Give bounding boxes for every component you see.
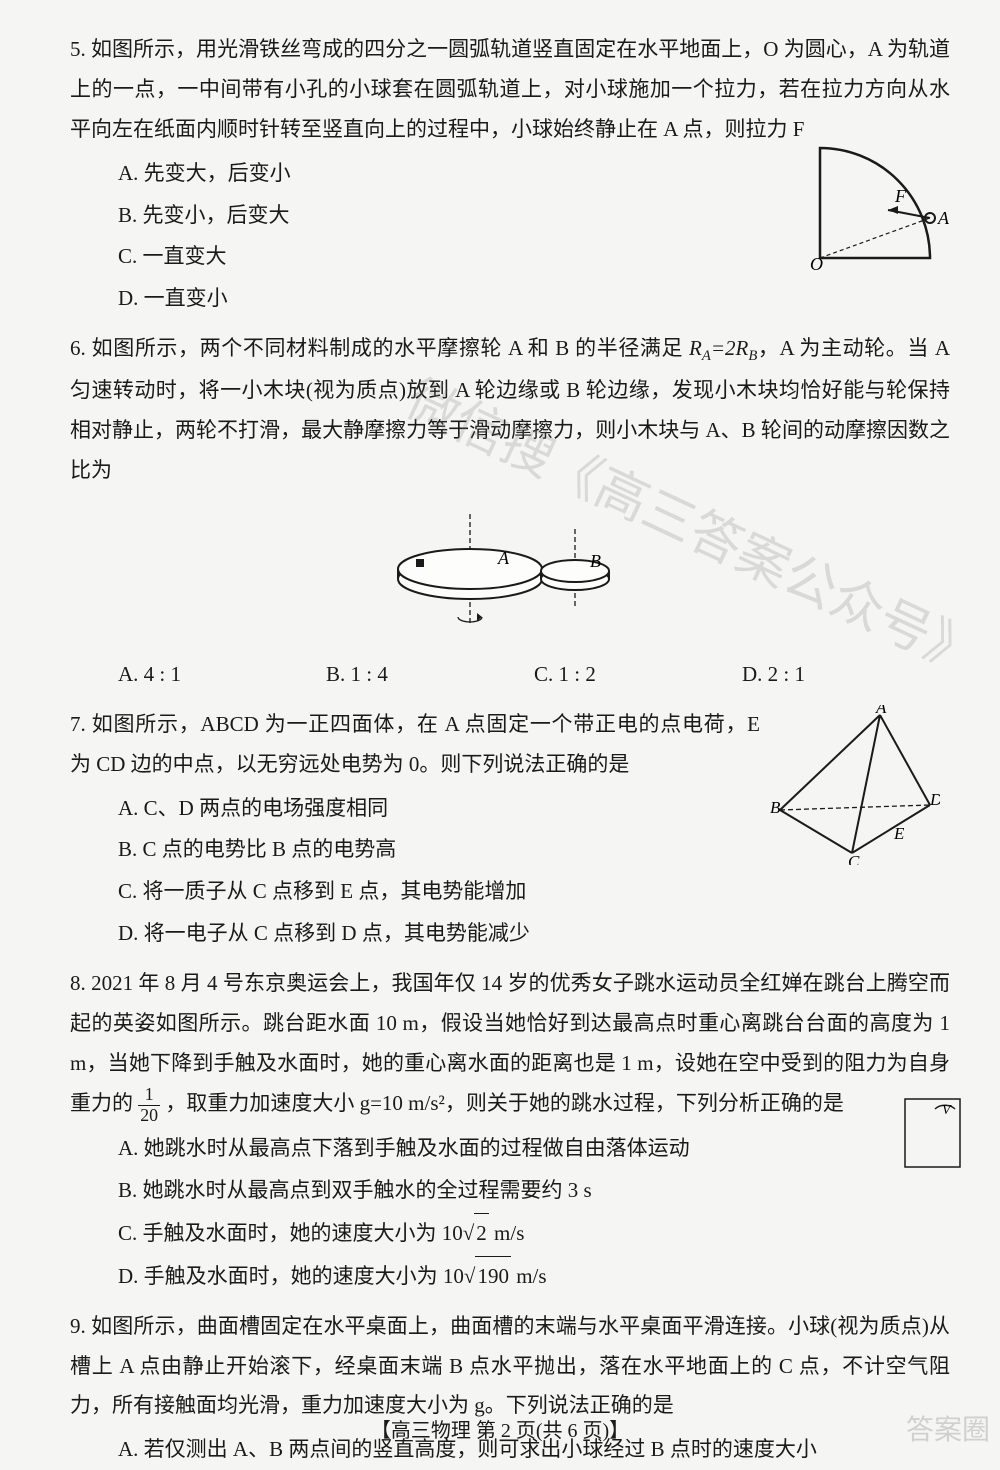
- fig7-E: E: [893, 824, 905, 843]
- q6-stem: 6. 如图所示，两个不同材料制成的水平摩擦轮 A 和 B 的半径满足 RA=2R…: [70, 329, 950, 491]
- q7-text: 如图所示，ABCD 为一正四面体，在 A 点固定一个带正电的点电荷，E 为 CD…: [70, 712, 760, 776]
- fig7-A: A: [875, 705, 887, 717]
- corner-watermark: 答案圈: [906, 1403, 990, 1456]
- fig7-D: D: [929, 790, 940, 809]
- q7-figure: A B C D E: [770, 705, 940, 865]
- q8-C-sqrt: 2: [474, 1213, 489, 1254]
- q8-D-post: m/s: [511, 1264, 547, 1288]
- q7-option-C: C. 将一质子从 C 点移到 E 点，其电势能增加: [118, 872, 760, 912]
- q6-option-C: C. 1 : 2: [534, 655, 742, 695]
- q5-number: 5.: [70, 37, 86, 61]
- fig5-F-label: F: [894, 186, 907, 206]
- fig6-B-label: B: [590, 551, 601, 571]
- q7-number: 7.: [70, 712, 86, 736]
- q5-stem: 5. 如图所示，用光滑铁丝弯成的四分之一圆弧轨道竖直固定在水平地面上，O 为圆心…: [70, 30, 950, 150]
- q8-C-pre: C. 手触及水面时，她的速度大小为 10: [118, 1221, 463, 1245]
- q5-option-D: D. 一直变小: [118, 279, 950, 319]
- q6-number: 6.: [70, 336, 86, 360]
- q7-options: A. C、D 两点的电场强度相同 B. C 点的电势比 B 点的电势高 C. 将…: [70, 789, 760, 955]
- q6-figure: A B: [70, 509, 950, 643]
- q8-D-sqrt: 190: [475, 1256, 511, 1297]
- q8-option-A: A. 她跳水时从最高点下落到手触及水面的过程做自由落体运动: [118, 1129, 950, 1169]
- q6-option-D: D. 2 : 1: [742, 655, 950, 695]
- fig7-B: B: [770, 798, 781, 817]
- q8-option-C: C. 手触及水面时，她的速度大小为 10√2 m/s: [118, 1213, 950, 1254]
- svg-text:V: V: [942, 1103, 952, 1118]
- q7-option-B: B. C 点的电势比 B 点的电势高: [118, 830, 760, 870]
- q5-text: 如图所示，用光滑铁丝弯成的四分之一圆弧轨道竖直固定在水平地面上，O 为圆心，A …: [70, 37, 950, 141]
- q5-figure: F A O: [810, 140, 950, 270]
- q8-number: 8.: [70, 971, 86, 995]
- q8-stem: 8. 2021 年 8 月 4 号东京奥运会上，我国年仅 14 岁的优秀女子跳水…: [70, 964, 950, 1125]
- question-5: 5. 如图所示，用光滑铁丝弯成的四分之一圆弧轨道竖直固定在水平地面上，O 为圆心…: [70, 30, 950, 319]
- fig7-C: C: [848, 852, 860, 865]
- q6-text-pre: 如图所示，两个不同材料制成的水平摩擦轮 A 和 B 的半径满足: [92, 336, 689, 360]
- fig5-A-label: A: [937, 208, 950, 228]
- q9-number: 9.: [70, 1314, 86, 1338]
- q6-relation: RA=2RB: [689, 336, 757, 360]
- q8-text-2: ，取重力加速度大小 g=10 m/s²，则关于她的跳水过程，下列分析正确的是: [165, 1091, 843, 1115]
- q8-fraction: 120: [138, 1085, 160, 1125]
- q8-options: A. 她跳水时从最高点下落到手触及水面的过程做自由落体运动 B. 她跳水时从最高…: [70, 1129, 950, 1297]
- question-7: A B C D E 7. 如图所示，ABCD 为一正四面体，在 A 点固定一个带…: [70, 705, 950, 954]
- q8-figure: V: [900, 1094, 970, 1174]
- q8-option-B: B. 她跳水时从最高点到双手触水的全过程需要约 3 s: [118, 1171, 950, 1211]
- q6-option-A: A. 4 : 1: [118, 655, 326, 695]
- q7-stem: 7. 如图所示，ABCD 为一正四面体，在 A 点固定一个带正电的点电荷，E 为…: [70, 705, 760, 785]
- q8-D-pre: D. 手触及水面时，她的速度大小为 10: [118, 1264, 464, 1288]
- question-8: V 8. 2021 年 8 月 4 号东京奥运会上，我国年仅 14 岁的优秀女子…: [70, 964, 950, 1297]
- q6-option-B: B. 1 : 4: [326, 655, 534, 695]
- q8-C-post: m/s: [489, 1221, 525, 1245]
- fig5-O-label: O: [810, 254, 823, 270]
- q8-option-D: D. 手触及水面时，她的速度大小为 10√190 m/s: [118, 1256, 950, 1297]
- q6-options: A. 4 : 1 B. 1 : 4 C. 1 : 2 D. 2 : 1: [70, 655, 950, 695]
- q7-option-D: D. 将一电子从 C 点移到 D 点，其电势能减少: [118, 914, 760, 954]
- q7-option-A: A. C、D 两点的电场强度相同: [118, 789, 760, 829]
- q9-stem: 9. 如图所示，曲面槽固定在水平桌面上，曲面槽的末端与水平桌面平滑连接。小球(视…: [70, 1307, 950, 1427]
- question-6: 6. 如图所示，两个不同材料制成的水平摩擦轮 A 和 B 的半径满足 RA=2R…: [70, 329, 950, 695]
- page-footer: 【高三物理 第 2 页(共 6 页)】: [0, 1412, 1000, 1450]
- fig6-A-label: A: [497, 548, 510, 568]
- q9-text: 如图所示，曲面槽固定在水平桌面上，曲面槽的末端与水平桌面平滑连接。小球(视为质点…: [70, 1314, 950, 1418]
